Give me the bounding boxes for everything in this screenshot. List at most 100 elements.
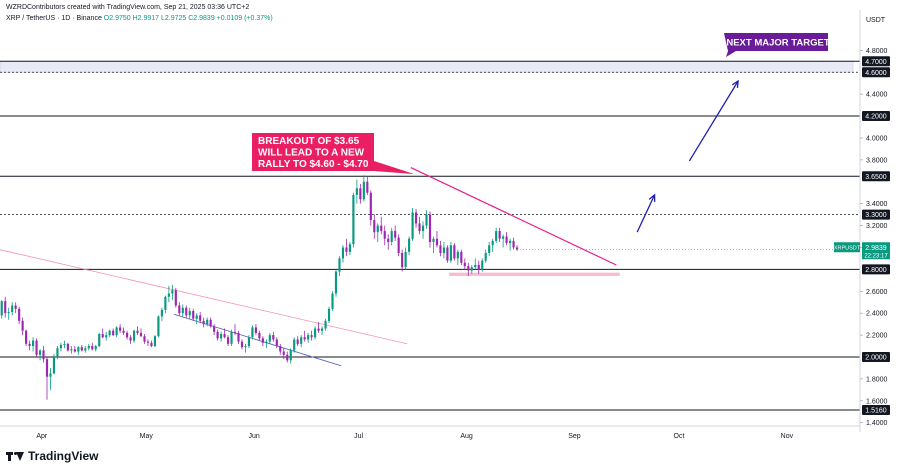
candle-body — [282, 351, 285, 355]
candle-body — [505, 236, 508, 244]
candle — [505, 232, 508, 246]
projection-arrows — [636, 79, 739, 233]
candle-body — [220, 334, 223, 339]
next-target-label-box — [724, 33, 828, 57]
candle — [279, 343, 282, 355]
candle-body — [150, 342, 153, 347]
candle-body — [101, 334, 104, 338]
candle — [91, 342, 94, 351]
candle — [369, 190, 372, 226]
level-price-badge — [862, 56, 890, 67]
candle — [467, 262, 470, 276]
candle-body — [474, 265, 477, 268]
candle-body — [467, 266, 470, 271]
time-axis: Apr May Jun Jul Aug Sep Oct Nov — [0, 425, 860, 440]
candle — [376, 223, 379, 242]
candle — [164, 295, 167, 314]
candle-body — [355, 188, 358, 195]
candle-body — [320, 328, 324, 331]
candle-body — [289, 350, 292, 361]
candle-body — [512, 240, 515, 248]
price-tick-label: 3.2000 — [866, 223, 888, 230]
breakout-callout-text: WILL LEAD TO A NEW — [258, 148, 365, 159]
time-tick-label: Aug — [460, 433, 473, 440]
target-zone — [0, 60, 854, 73]
candle — [167, 285, 170, 303]
candle — [244, 343, 247, 353]
candle-body — [258, 332, 261, 339]
candle — [383, 225, 386, 246]
price-tick-label: 4.0000 — [866, 135, 888, 142]
candle-body — [237, 332, 240, 342]
candle-body — [515, 247, 519, 250]
candle-body — [397, 237, 400, 253]
channel-bottom-line — [173, 313, 342, 367]
level-price-badge — [862, 111, 890, 122]
candle-body — [59, 344, 63, 349]
candle — [442, 242, 446, 259]
candle — [230, 329, 233, 347]
candle-body — [352, 194, 355, 245]
candle — [387, 234, 390, 250]
candle — [84, 346, 87, 353]
candle — [80, 344, 83, 352]
breakout-callout-text: BREAKOUT OF $3.65 — [258, 136, 360, 147]
candle-body — [91, 346, 94, 350]
triangle-top-line — [410, 166, 617, 266]
candle-body — [254, 327, 257, 333]
candle — [425, 210, 428, 229]
candle-body — [317, 328, 320, 331]
breakout-callout-box — [252, 133, 374, 171]
candle — [408, 236, 411, 256]
breakout-callout-text: RALLY TO $4.60 - $4.70 — [258, 159, 369, 170]
candle-body — [226, 337, 230, 344]
candle-body — [35, 340, 38, 355]
candle-body — [4, 301, 7, 314]
candle-body — [63, 343, 66, 345]
projection-arrow-head — [731, 79, 739, 89]
candle — [223, 328, 226, 339]
candle — [150, 340, 153, 348]
publisher-header: WZRDContributors created with TradingVie… — [6, 4, 250, 11]
level-price-label: 4.2000 — [865, 114, 887, 121]
candle — [220, 331, 223, 342]
candle-body — [112, 330, 115, 336]
candle-body — [25, 330, 28, 344]
level-price-badge — [862, 405, 890, 416]
candle-body — [418, 223, 421, 232]
candle — [491, 238, 494, 252]
symbol-info[interactable]: XRP / TetherUS · 1D · Binance O2.9750 H2… — [6, 15, 273, 22]
candle-body — [300, 337, 303, 344]
candle-body — [387, 238, 390, 242]
candle — [105, 331, 108, 341]
symbol-name[interactable]: XRP / TetherUS · 1D · Binance — [6, 15, 102, 22]
candle-body — [366, 181, 369, 193]
candle — [341, 245, 345, 263]
candle — [199, 312, 202, 324]
candle — [456, 249, 459, 265]
candle — [495, 227, 498, 244]
candle-body — [275, 339, 278, 347]
candle-body — [108, 330, 111, 336]
price-tick-label: 1.6000 — [866, 398, 888, 405]
candle — [160, 307, 163, 321]
candle — [484, 249, 487, 263]
price-tick-label: 1.8000 — [866, 376, 888, 383]
candle — [240, 339, 244, 350]
level-price-label: 3.6500 — [865, 174, 887, 181]
price-tick-label: 2.2000 — [866, 333, 888, 340]
level-price-badge — [862, 352, 890, 362]
candle-body — [11, 305, 14, 313]
candle-body — [230, 331, 233, 344]
candle — [411, 208, 414, 241]
candle — [366, 176, 369, 195]
tradingview-brand[interactable]: TradingView — [6, 449, 98, 463]
candle-body — [98, 334, 101, 347]
candle — [77, 346, 80, 355]
candle — [331, 291, 334, 311]
candle — [157, 315, 160, 338]
time-tick-label: Oct — [674, 433, 685, 440]
candle-body — [136, 330, 139, 333]
candle — [289, 348, 292, 364]
